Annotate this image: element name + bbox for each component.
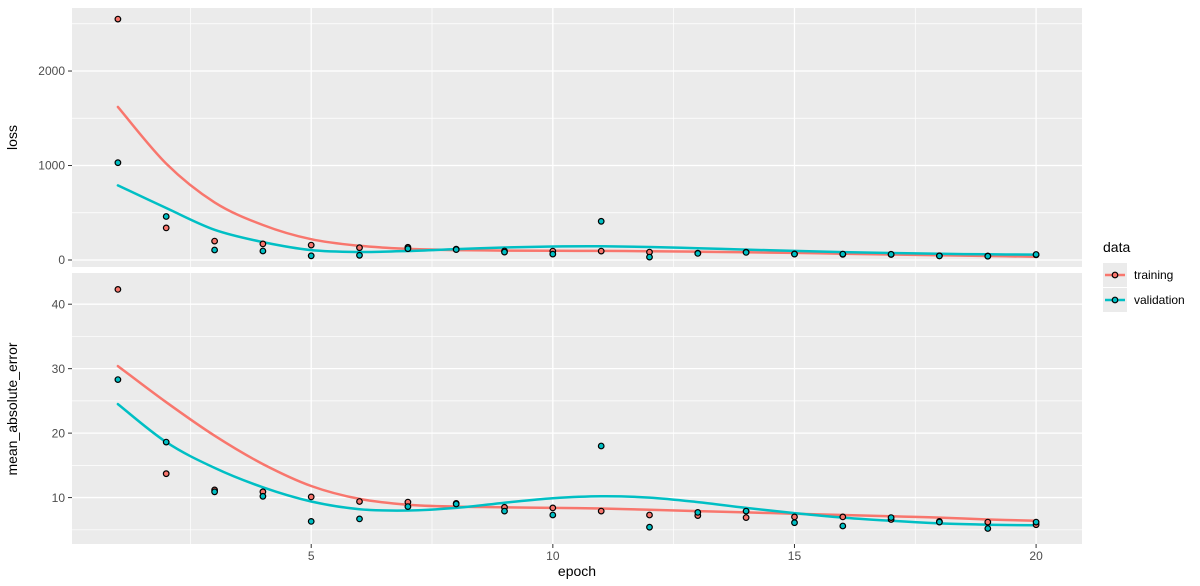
- data-point-validation: [984, 252, 992, 260]
- data-point-validation: [646, 523, 653, 531]
- data-point-validation: [259, 492, 267, 500]
- legend-key-point-icon: [1111, 271, 1119, 279]
- legend-label-validation: validation: [1134, 293, 1185, 307]
- data-point-validation: [936, 252, 943, 260]
- data-point-validation: [211, 488, 219, 496]
- data-point-validation: [694, 249, 702, 257]
- data-point-validation: [501, 248, 508, 256]
- data-point-validation: [597, 217, 605, 225]
- data-point-training: [549, 504, 557, 512]
- data-point-validation: [646, 253, 653, 261]
- data-point-training: [791, 513, 798, 521]
- data-point-validation: [887, 250, 895, 258]
- data-point-validation: [694, 509, 702, 516]
- data-point-validation: [307, 252, 315, 260]
- x-tick-label: 10: [546, 549, 560, 563]
- data-point-validation: [356, 515, 363, 523]
- data-point-validation: [501, 507, 508, 515]
- data-point-validation: [452, 246, 460, 254]
- data-point-validation: [1032, 518, 1040, 526]
- y-tick-label: 0: [58, 253, 65, 267]
- data-point-training: [597, 507, 605, 515]
- data-point-training: [114, 15, 122, 23]
- data-point-training: [356, 244, 363, 252]
- legend-key-training: [1103, 263, 1127, 287]
- data-point-validation: [984, 525, 992, 532]
- data-point-training: [356, 498, 363, 505]
- y-tick-label: 30: [52, 362, 66, 376]
- panel-mean_absolute_error: [72, 273, 1082, 544]
- smooth-line-validation: [116, 402, 1038, 527]
- data-point-training: [307, 241, 315, 249]
- data-point-validation: [839, 250, 847, 258]
- smooth-line-training: [116, 364, 1038, 523]
- data-point-validation: [211, 246, 219, 254]
- data-point-training: [839, 513, 847, 521]
- data-point-training: [211, 237, 219, 245]
- y-tick-label: 10: [52, 491, 66, 505]
- data-point-training: [162, 470, 170, 478]
- legend-key-validation: [1103, 288, 1127, 312]
- data-point-validation: [549, 511, 557, 519]
- data-point-training: [984, 518, 992, 526]
- data-point-validation: [452, 500, 460, 508]
- panel-loss: [72, 8, 1082, 267]
- data-point-validation: [114, 376, 122, 384]
- y-axis-title-loss: loss: [4, 125, 20, 150]
- y-tick-label: 2000: [38, 64, 65, 78]
- smooth-line-validation: [116, 184, 1038, 256]
- data-point-training: [646, 511, 653, 519]
- data-point-training: [597, 247, 605, 255]
- x-tick-label: 20: [1029, 549, 1043, 563]
- x-tick-label: 5: [308, 549, 315, 563]
- data-point-validation: [307, 518, 315, 525]
- data-point-training: [259, 240, 267, 248]
- legend-label-training: training: [1134, 268, 1173, 282]
- y-tick-label: 1000: [38, 159, 65, 173]
- data-point-training: [162, 224, 170, 232]
- data-point-validation: [549, 250, 557, 258]
- data-point-training: [114, 286, 122, 293]
- data-point-validation: [162, 438, 170, 446]
- data-point-validation: [936, 518, 943, 526]
- legend: data training validation: [1103, 239, 1185, 312]
- data-point-validation: [404, 245, 412, 253]
- panels-layer: [72, 8, 1082, 544]
- data-point-validation: [259, 247, 267, 255]
- data-point-training: [742, 514, 750, 521]
- x-tick-label: 15: [788, 549, 802, 563]
- data-point-training: [307, 493, 315, 501]
- data-point-validation: [162, 213, 170, 220]
- x-axis-title: epoch: [558, 563, 596, 579]
- data-point-validation: [887, 514, 895, 521]
- data-point-validation: [791, 519, 798, 527]
- data-point-validation: [1032, 251, 1040, 258]
- data-point-validation: [742, 507, 750, 515]
- legend-key-point-icon: [1111, 296, 1119, 304]
- data-point-validation: [597, 442, 605, 450]
- y-axis-title-mean-absolute-error: mean_absolute_error: [4, 342, 20, 475]
- smooth-line-training: [116, 105, 1038, 258]
- data-point-validation: [404, 503, 412, 511]
- marks-layer: [114, 15, 1040, 532]
- axes-layer: 0 1000 2000 10 20 30 40 5 10 15 20: [38, 64, 1043, 563]
- data-point-validation: [356, 251, 363, 259]
- data-point-validation: [742, 248, 750, 256]
- legend-title: data: [1103, 239, 1130, 255]
- y-tick-label: 40: [52, 297, 66, 311]
- data-point-validation: [839, 522, 847, 530]
- data-point-validation: [791, 250, 798, 258]
- y-tick-label: 20: [52, 426, 66, 440]
- data-point-validation: [114, 159, 122, 167]
